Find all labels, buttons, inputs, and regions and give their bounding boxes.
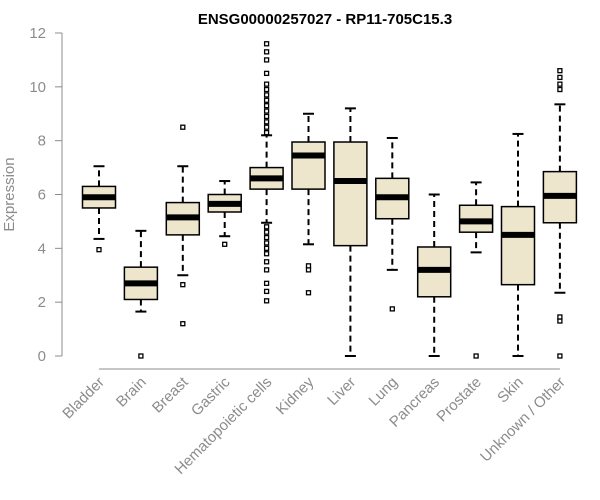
outlier-point (263, 245, 270, 251)
box-lung (375, 136, 410, 312)
outlier-point (305, 263, 312, 269)
outlier-point (263, 251, 270, 257)
x-tick-label: Bladder (59, 374, 108, 423)
outlier-point (263, 280, 270, 286)
outlier-point (263, 86, 270, 93)
outlier-point (263, 70, 270, 77)
chart-title: ENSG00000257027 - RP11-705C15.3 (198, 11, 452, 28)
x-tick-label: Skin (494, 374, 527, 407)
iqr-box (500, 205, 536, 286)
outlier-point (263, 129, 270, 136)
outlier-point (180, 321, 186, 327)
y-tick-label: 6 (38, 187, 46, 204)
outlier-point (557, 81, 563, 87)
axes: 0 2 4 6 8 10 12 (29, 25, 560, 370)
outlier-point (263, 124, 270, 130)
outlier-point (263, 234, 270, 241)
outlier-point (263, 92, 270, 98)
x-tick-label: Lung (366, 374, 402, 410)
box-skin (500, 132, 536, 357)
outlier-point (263, 259, 270, 265)
outlier-point (96, 247, 102, 253)
outlier-point (263, 113, 270, 120)
x-tick-label: Kidney (273, 373, 318, 418)
outlier-point (138, 353, 144, 359)
outlier-point (263, 41, 270, 47)
outlier-point (557, 86, 563, 93)
outlier-point (263, 49, 270, 55)
outlier-point (263, 267, 270, 273)
y-tick-label: 8 (38, 133, 46, 150)
outlier-point (473, 353, 479, 359)
box-brain (123, 229, 159, 359)
outlier-point (180, 124, 186, 130)
outlier-point (557, 314, 563, 320)
outlier-point (557, 353, 563, 359)
iqr-box (291, 141, 326, 190)
outlier-point (557, 74, 563, 81)
outlier-point (222, 241, 228, 247)
outlier-point (180, 282, 186, 288)
box-bladder (81, 165, 117, 253)
box-unknown-other (542, 68, 578, 359)
iqr-box (333, 141, 368, 247)
outlier-point (305, 290, 312, 296)
outlier-point (263, 108, 270, 114)
x-tick-label: Breast (149, 373, 192, 416)
x-tick-label: Prostate (433, 374, 485, 426)
outlier-point (263, 298, 270, 304)
outlier-point (263, 103, 270, 109)
outlier-point (263, 57, 270, 63)
outlier-point (389, 306, 395, 312)
box-breast (165, 124, 201, 327)
y-tick-label: 12 (29, 25, 46, 42)
outlier-point (263, 97, 270, 103)
box-liver (333, 107, 368, 357)
outlier-point (263, 224, 270, 230)
y-tick-label: 4 (38, 240, 46, 257)
y-tick-label: 2 (38, 294, 46, 311)
x-tick-label: Liver (324, 374, 359, 409)
box-kidney (291, 112, 326, 296)
outlier-point (263, 240, 270, 246)
boxes (81, 41, 578, 359)
outlier-point (263, 119, 270, 125)
outlier-point (263, 229, 270, 235)
y-tick-label: 0 (38, 348, 46, 365)
box-pancreas (416, 193, 452, 357)
y-axis-label: Expression (1, 157, 18, 231)
box-hematopoietic-cells (249, 41, 284, 304)
y-tick-label: 10 (29, 79, 46, 96)
box-gastric (207, 180, 242, 247)
x-tick-label: Brain (113, 374, 150, 411)
outlier-point (557, 68, 563, 74)
box-prostate (458, 181, 494, 359)
outlier-point (263, 81, 270, 87)
outlier-point (263, 288, 270, 295)
